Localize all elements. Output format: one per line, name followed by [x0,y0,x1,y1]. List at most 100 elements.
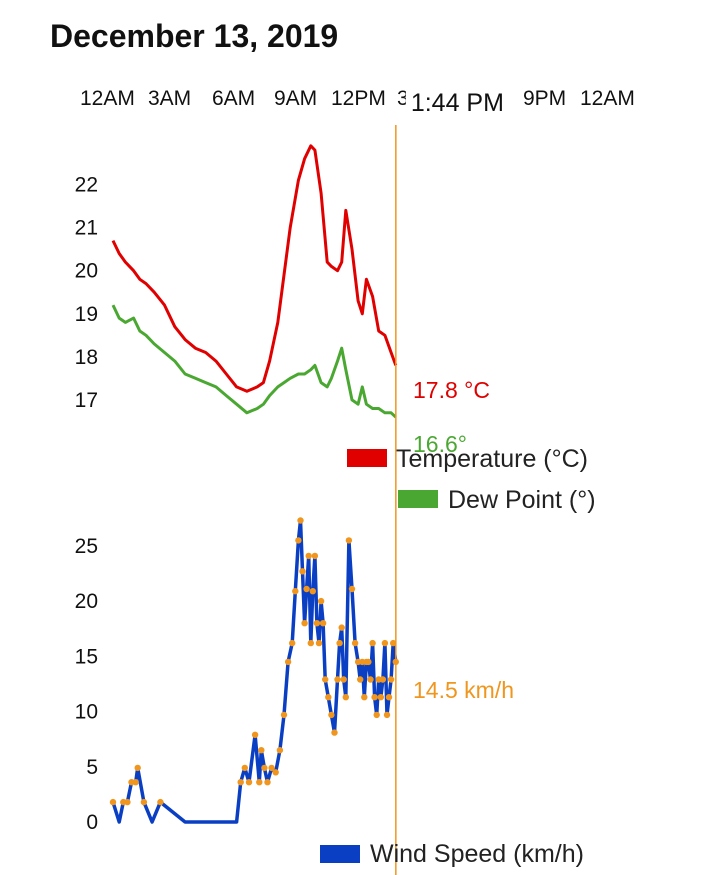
wind-speed-point [261,764,268,772]
wind-speed-point [328,711,335,719]
wind-speed-point [301,620,308,627]
wind-speed-point [317,597,325,605]
temperature-line [111,144,398,393]
cursor-time-label: 1:44 PM [411,89,504,117]
temperature-readout: 17.8 °C [413,377,490,403]
wind-speed-point [345,537,353,544]
dew-point-legend-swatch [398,490,438,508]
wind-speed-point [325,694,332,701]
time-tick-label: 12AM [580,87,635,110]
legend: Temperature (°C)16.6° Dew Point (°) 14.5 k… [320,431,596,868]
wind-axis: 0 5 10 15 20 25 [75,535,98,834]
wind-speed-point [365,658,372,666]
wind-speed-point [334,676,341,683]
time-tick-label: 12AM [80,87,135,110]
wind-speed-point [311,552,319,560]
wind-plot [109,517,399,824]
temp-y-tick-label: 21 [75,217,98,240]
wind-speed-point [367,676,374,683]
wind-speed-point [307,639,314,647]
wind-speed-point [371,694,378,701]
wind-speed-point [387,676,395,683]
wind-speed-point [390,639,397,647]
wind-speed-point [331,729,338,736]
wind-speed-point [315,639,323,647]
wind-speed-point [264,779,271,786]
wind-speed-point [309,588,316,595]
wind-speed-point [336,639,343,647]
wind-speed-point [276,747,284,754]
wind-speed-point [245,779,253,786]
wind-legend-swatch [320,845,360,863]
wind-speed-point [381,639,389,647]
dew-point-legend-label: Dew Point (°) [448,486,596,514]
time-tick-label: 9AM [274,87,317,110]
wind-speed-point [357,676,364,683]
temperature-plot [111,144,398,419]
wind-speed-point [379,676,387,683]
time-tick-label: 9PM [523,87,566,110]
temp-y-tick-label: 20 [75,260,98,283]
wind-y-tick-label: 5 [86,756,98,779]
wind-speed-point [140,798,148,806]
wind-speed-point [383,711,391,719]
temp-y-tick-label: 17 [75,389,98,412]
time-tick-label: 12PM [331,87,386,110]
wind-speed-point [134,764,141,772]
wind-y-tick-label: 0 [86,811,98,834]
wind-speed-readout: 14.5 km/h [413,677,514,703]
time-tick-label: 3 [397,87,409,110]
wind-speed-point [322,676,329,683]
wind-speed-point [256,779,263,786]
wind-speed-point [385,694,393,701]
wind-speed-point [295,537,302,544]
wind-speed-point [299,568,306,575]
wind-speed-point [377,694,384,701]
dew-point-readout: 16.6° [413,431,467,457]
page-title: December 13, 2019 [50,18,339,54]
wind-speed-point [373,711,380,719]
wind-y-tick-label: 25 [75,535,98,558]
wind-speed-point [109,798,117,806]
wind-speed-point [319,620,327,627]
wind-y-tick-label: 10 [75,701,98,724]
wind-speed-point [124,798,131,806]
wind-legend-label: Wind Speed (km/h) [370,840,584,868]
wind-speed-line [111,518,398,824]
time-tick-label: 6AM [212,87,255,110]
wind-speed-point [340,676,347,683]
wind-speed-point [258,747,265,754]
temp-y-tick-label: 22 [75,174,98,197]
temperature-legend-label: Temperature (°C) [396,445,588,473]
wind-speed-point [303,585,310,593]
wind-speed-point [280,711,288,719]
time-axis: 12AM 3AM 6AM 9AM 12PM 3 9PM 12AM [80,87,635,110]
wind-speed-point [297,517,304,524]
wind-speed-point [361,694,368,701]
wind-speed-point [157,798,164,806]
temperature-legend-swatch [347,449,387,467]
time-cursor[interactable]: 1:44 PM 17.8 °C [395,82,516,875]
time-tick-label: 3AM [148,87,191,110]
wind-y-tick-label: 15 [75,645,98,668]
wind-speed-point [313,620,321,627]
wind-speed-point [132,779,139,786]
wind-speed-point [305,552,312,560]
wind-speed-point [342,694,349,701]
temp-y-tick-label: 19 [75,303,98,326]
wind-speed-point [241,764,248,772]
temp-y-tick-label: 18 [75,346,98,369]
wind-speed-point [292,588,299,595]
wind-speed-point [272,769,279,776]
wind-speed-point [284,658,292,666]
wind-speed-point [338,624,345,631]
wind-speed-point [268,764,275,772]
wind-speed-point [237,779,244,786]
wind-speed-point [369,639,376,647]
dew-point-line [111,304,397,419]
wind-speed-point [289,639,296,647]
cursor-time-backdrop [405,82,516,112]
wind-speed-point [351,639,359,647]
wind-speed-point [251,731,259,738]
